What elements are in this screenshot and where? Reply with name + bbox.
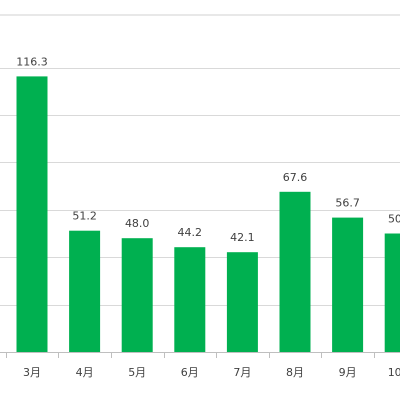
bar	[122, 238, 153, 352]
bar	[332, 218, 363, 352]
data-label: 42.1	[230, 231, 255, 244]
bar	[280, 192, 311, 352]
bar	[174, 247, 205, 352]
bar	[227, 252, 258, 352]
bar	[17, 76, 48, 352]
x-tick-label: 5月	[128, 366, 146, 379]
data-label: 116.3	[16, 55, 48, 68]
data-label: 48.0	[125, 217, 150, 230]
x-tick-label: 7月	[233, 366, 251, 379]
x-tick-label: 6月	[181, 366, 199, 379]
bar	[69, 231, 100, 352]
x-tick-label: 10月	[388, 366, 400, 379]
x-tick-label: 9月	[339, 366, 357, 379]
bar	[385, 234, 400, 353]
x-axis: 3月 4月 5月 6月 7月 8月 9月 10月	[0, 352, 400, 379]
data-label: 50.0	[388, 213, 400, 226]
data-label: 56.7	[335, 197, 360, 210]
data-label: 51.2	[72, 210, 97, 223]
data-label: 67.6	[283, 171, 308, 184]
x-tick-label: 3月	[23, 366, 41, 379]
x-tick-label: 4月	[76, 366, 94, 379]
data-labels: 116.3 51.2 48.0 44.2 42.1 67.6 56.7 50.0	[16, 55, 400, 244]
x-tick-label: 8月	[286, 366, 304, 379]
data-label: 44.2	[178, 226, 203, 239]
